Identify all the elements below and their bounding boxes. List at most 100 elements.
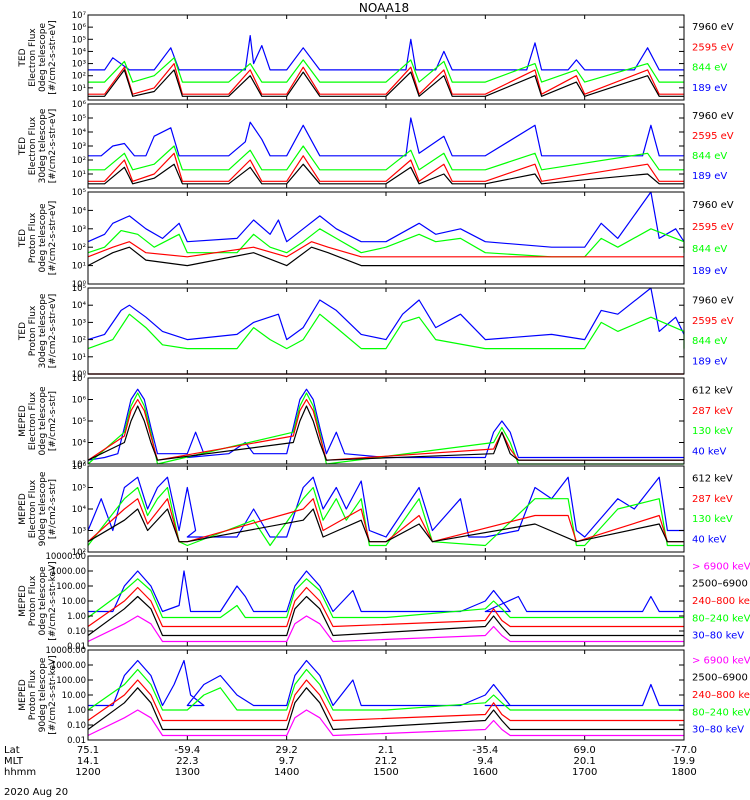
y-tick-label: 1000.00	[51, 567, 86, 577]
legend-entry: 2595 eV	[692, 222, 734, 233]
series-240-800-kev	[87, 586, 684, 628]
x-axis-labels: Lat 75.1 -59.4 29.2 2.1 -35.4 69.0 -77.0 MLT 14.1…	[4, 745, 697, 778]
legend-entry: > 6900 keV	[692, 655, 750, 666]
panel-meped-electron-0deg: 10³ 10⁴ 10⁵ 10⁶ 10⁷ MEPED Electron Flux 0deg te…	[18, 374, 733, 470]
y-tick-label: 10⁴	[72, 128, 87, 138]
x-row-value: 1200	[75, 767, 100, 778]
legend-entry: 612 keV	[692, 385, 733, 396]
y-tick-label: 10³	[72, 142, 86, 152]
series-189-ev	[88, 117, 684, 157]
series--6900-kev	[87, 615, 684, 643]
legend-entry: 844 eV	[692, 244, 727, 255]
x-row-value: 22.3	[176, 756, 198, 767]
x-row-label: MLT	[4, 756, 24, 767]
y-tick-label: 10⁶	[72, 23, 87, 33]
legend-entry: 844 eV	[692, 151, 727, 162]
y-axis-label-line: MEPED	[18, 679, 28, 711]
legend-entry: 80–240 keV	[692, 707, 750, 718]
x-row-value: -35.4	[472, 745, 498, 756]
series-844-ev	[87, 313, 685, 350]
series-130-kev	[87, 486, 684, 547]
series-7960-ev	[87, 246, 684, 267]
legend-entry: 240–800 keV	[692, 596, 750, 607]
legend-entry: 130 keV	[692, 514, 733, 525]
figure-title: NOAA18	[359, 1, 409, 15]
panel-meped-electron-90deg: 10² 10³ 10⁴ 10⁵ 10⁶ MEPED Electron Flux 90deg t…	[18, 462, 733, 558]
legend-entry: 80–240 keV	[692, 613, 750, 624]
x-row-value: 20.1	[574, 756, 596, 767]
y-axis-label-line: MEPED	[18, 493, 28, 525]
x-row-value: 19.9	[673, 756, 695, 767]
y-axis-label-line: [#/cm2-s-str-keV]	[48, 561, 58, 640]
y-tick-label: 10⁶	[72, 100, 87, 110]
legend-entry: 2595 eV	[692, 131, 734, 142]
series-40-kev	[87, 388, 684, 461]
y-tick-label: 10⁵	[72, 114, 86, 124]
y-axis-label-line: 0deg telescope	[38, 566, 48, 636]
y-tick-label: 10³	[72, 60, 86, 70]
y-axis-label-line: 0deg telescope	[38, 203, 48, 273]
x-row-value: 69.0	[574, 745, 596, 756]
y-tick-label: 10²	[72, 548, 86, 558]
legend-entry: 189 eV	[692, 357, 727, 368]
y-axis-label-line: [#/cm2-s-str]	[48, 479, 58, 539]
x-row-value: -77.0	[671, 745, 697, 756]
y-tick-label: 0.01	[67, 736, 86, 746]
x-row-value: 75.1	[77, 745, 99, 756]
y-tick-label: 10¹	[72, 84, 86, 94]
legend-entry: > 6900 keV	[692, 561, 750, 572]
y-axis-label-line: Electron Flux	[28, 479, 38, 538]
y-tick-label: 100.00	[56, 582, 86, 592]
y-axis-label-line: [#/cm2-s-str-eV]	[48, 201, 58, 276]
y-tick-label: 10⁰	[72, 370, 87, 380]
y-axis-label-line: Electron Flux	[28, 116, 38, 175]
series-2595-ev	[87, 241, 684, 258]
y-axis-label-line: [#/cm2-s-str]	[48, 391, 58, 451]
x-row-value: 1800	[671, 767, 696, 778]
y-tick-label: 10⁷	[72, 374, 87, 384]
y-axis-label-line: [#/cm2-s-str-eV]	[48, 109, 58, 184]
series-844-ev	[87, 228, 685, 258]
y-axis-label-line: TED	[18, 48, 28, 67]
y-tick-label: 0.01	[67, 642, 86, 652]
legend-entry: 612 keV	[692, 473, 733, 484]
series-2595-ev	[88, 62, 684, 95]
y-axis-label-line: Electron Flux	[28, 391, 38, 450]
legend-entry: 2595 eV	[692, 316, 734, 327]
y-axis-label-line: 30deg telescope	[38, 108, 48, 183]
panel-frame	[87, 14, 685, 101]
series-40-kev	[87, 476, 684, 538]
x-row-value: 2.1	[378, 745, 394, 756]
series-7960-ev	[88, 163, 684, 185]
panel-meped-proton-90deg: 0.01 0.10 1.00 10.00 100.00 1000.00 10000.00 ME…	[18, 646, 750, 746]
legend-entry: 30–80 keV	[692, 631, 744, 642]
y-tick-label: 10⁴	[72, 439, 87, 449]
y-tick-label: 1.00	[67, 706, 86, 716]
y-tick-label: 10⁷	[72, 11, 87, 21]
panel-frame	[87, 103, 685, 189]
y-tick-label: 1.00	[67, 612, 86, 622]
x-row-label: hhmm	[4, 767, 36, 778]
y-tick-label: 10⁴	[72, 47, 87, 57]
y-tick-label: 10.00	[62, 691, 86, 701]
y-axis-label-line: Proton Flux	[28, 669, 38, 720]
y-tick-label: 10⁵	[72, 484, 86, 494]
x-row-label: Lat	[4, 745, 20, 756]
series-612-kev	[87, 405, 684, 461]
panel-frame	[87, 191, 685, 285]
y-axis-label-line: MEPED	[18, 585, 28, 617]
x-row-value: 1300	[175, 767, 200, 778]
series-2500-6900-kev	[87, 595, 684, 637]
x-row-value: 1700	[572, 767, 597, 778]
series-7960-ev	[88, 69, 684, 97]
series-612-kev	[87, 508, 684, 543]
series-844-ev	[88, 57, 684, 83]
y-tick-label: 10⁶	[72, 396, 87, 406]
series-2595-ev	[88, 152, 684, 182]
y-tick-label: 100.00	[56, 676, 86, 686]
legend-entry: 240–800 keV	[692, 690, 750, 701]
y-axis-label-line: Electron Flux	[28, 28, 38, 87]
y-tick-label: 10²	[72, 156, 86, 166]
